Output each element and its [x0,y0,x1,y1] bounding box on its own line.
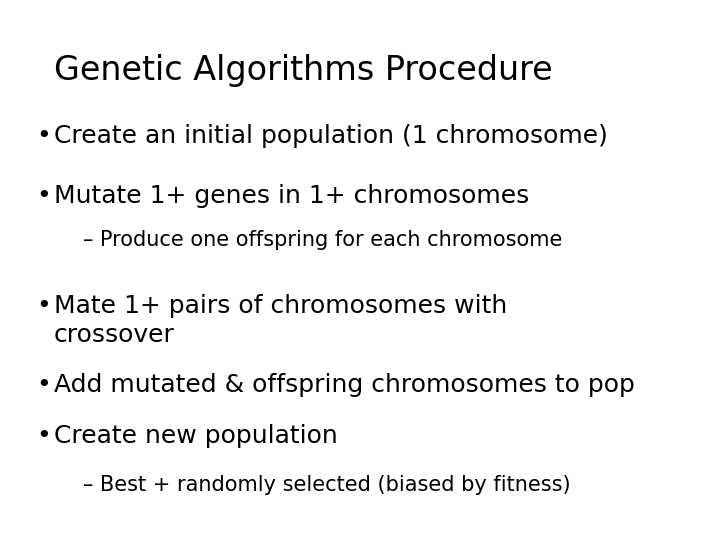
Text: •: • [36,424,50,448]
Text: Mate 1+ pairs of chromosomes with
crossover: Mate 1+ pairs of chromosomes with crosso… [54,294,508,347]
Text: Add mutated & offspring chromosomes to pop: Add mutated & offspring chromosomes to p… [54,373,635,396]
Text: – Best + randomly selected (biased by fitness): – Best + randomly selected (biased by fi… [83,475,570,495]
Text: Genetic Algorithms Procedure: Genetic Algorithms Procedure [54,54,553,87]
Text: •: • [36,124,50,148]
Text: Create an initial population (1 chromosome): Create an initial population (1 chromoso… [54,124,608,148]
Text: •: • [36,373,50,396]
Text: – Produce one offspring for each chromosome: – Produce one offspring for each chromos… [83,230,562,249]
Text: •: • [36,294,50,318]
Text: •: • [36,184,50,207]
Text: Mutate 1+ genes in 1+ chromosomes: Mutate 1+ genes in 1+ chromosomes [54,184,529,207]
Text: Create new population: Create new population [54,424,338,448]
